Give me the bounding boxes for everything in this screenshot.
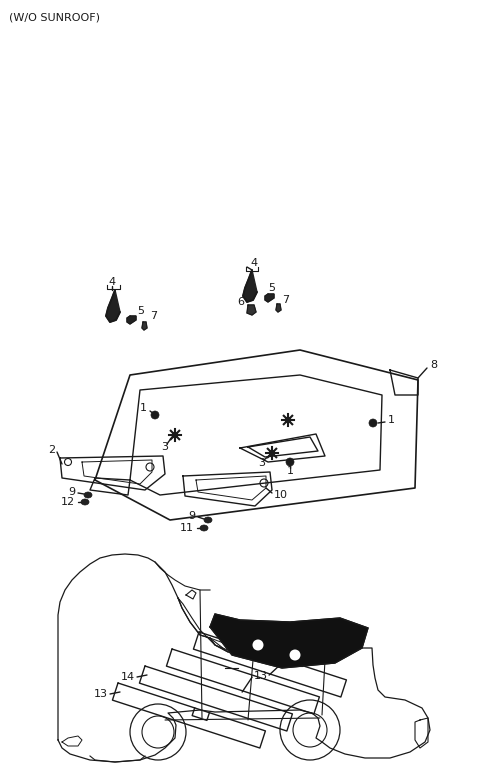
Text: 1: 1 [140,403,147,413]
Polygon shape [106,290,120,322]
Circle shape [151,411,159,419]
Polygon shape [265,294,274,302]
Polygon shape [142,322,147,330]
Text: 3: 3 [259,458,265,468]
Text: 7: 7 [150,311,157,321]
Text: 13: 13 [94,689,108,699]
Circle shape [269,450,275,456]
Text: 5: 5 [268,283,275,293]
Text: 4: 4 [251,258,258,268]
Text: 9: 9 [188,511,195,521]
Text: 4: 4 [108,277,116,287]
Text: 12: 12 [61,497,75,507]
Text: 11: 11 [180,523,194,533]
Circle shape [289,649,300,661]
Text: 9: 9 [68,487,75,497]
Circle shape [369,419,377,427]
Polygon shape [276,304,281,312]
Polygon shape [247,305,256,315]
Polygon shape [127,316,136,324]
Text: 14: 14 [121,672,135,682]
Text: 1: 1 [287,466,293,476]
Text: 3: 3 [161,442,168,452]
Text: 13: 13 [254,671,268,681]
Circle shape [286,458,294,466]
Ellipse shape [84,492,92,498]
Ellipse shape [81,499,89,505]
Text: 7: 7 [282,295,289,305]
Text: 8: 8 [430,360,437,370]
Circle shape [252,639,264,651]
Text: 6: 6 [237,297,244,307]
Circle shape [285,417,291,423]
Text: 5: 5 [137,306,144,316]
Text: 10: 10 [274,490,288,500]
Text: 2: 2 [48,445,55,455]
Polygon shape [210,614,368,668]
Ellipse shape [204,517,212,523]
Text: 13: 13 [287,654,301,664]
Polygon shape [243,270,257,302]
Text: 1: 1 [388,415,395,425]
Ellipse shape [200,525,208,531]
Text: (W/O SUNROOF): (W/O SUNROOF) [9,12,100,22]
Circle shape [172,432,178,438]
